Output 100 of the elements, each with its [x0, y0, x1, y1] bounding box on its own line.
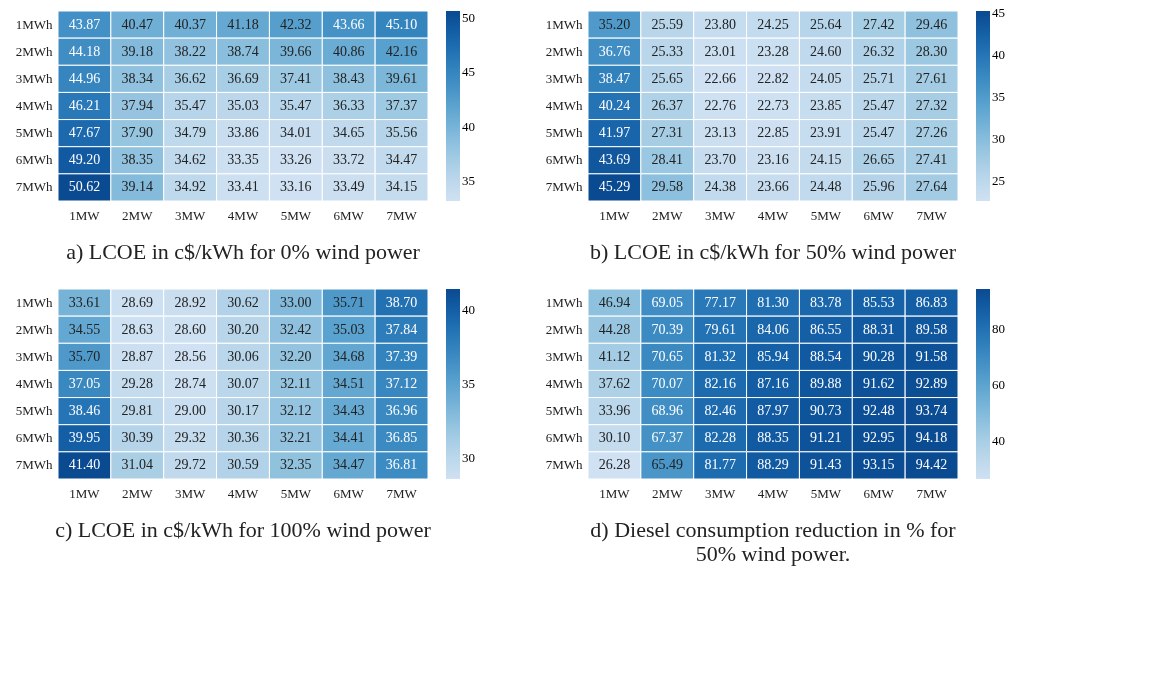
data-label: 44.96 [68, 70, 101, 86]
data-label: 32.42 [280, 321, 312, 337]
data-label: 25.65 [651, 70, 684, 86]
data-label: 32.35 [280, 457, 312, 473]
y-tick-label: 4MWh [545, 98, 583, 113]
y-tick-label: 1MWh [15, 16, 53, 32]
data-label: 91.21 [810, 430, 842, 446]
data-label: 25.64 [810, 16, 842, 32]
data-label: 92.48 [862, 403, 895, 419]
data-label: 40.86 [332, 43, 365, 59]
data-label: 39.66 [280, 43, 312, 59]
y-tick-label: 4MWh [15, 98, 53, 113]
data-label: 33.35 [227, 152, 259, 168]
x-tick-label: 3MW [704, 207, 737, 223]
data-label: 27.31 [651, 125, 684, 141]
data-label: 39.61 [385, 70, 418, 86]
data-label: 41.18 [227, 16, 259, 32]
data-label: 34.47 [332, 457, 365, 473]
data-label: 27.41 [915, 152, 948, 168]
data-label: 88.54 [810, 348, 842, 364]
y-tick-label: 5MWh [545, 403, 583, 419]
data-label: 22.85 [757, 125, 789, 141]
data-label: 92.95 [862, 430, 895, 446]
data-label: 36.69 [227, 70, 259, 86]
color-bar-label: 30 [462, 449, 475, 465]
data-label: 34.51 [332, 376, 365, 391]
data-label: 22.73 [757, 98, 789, 113]
y-tick-label: 1MWh [545, 294, 583, 310]
x-tick-label: 5MW [280, 207, 312, 223]
data-label: 41.12 [598, 348, 631, 364]
data-label: 85.53 [862, 294, 895, 310]
data-label: 29.46 [915, 16, 948, 32]
data-label: 24.48 [810, 179, 842, 195]
data-label: 42.16 [385, 43, 418, 59]
data-label: 82.46 [704, 403, 736, 419]
data-label: 36.81 [385, 457, 418, 473]
y-tick-label: 3MWh [545, 348, 583, 364]
data-label: 45.29 [598, 179, 631, 195]
y-tick-label: 4MWh [545, 376, 583, 391]
data-label: 50.62 [68, 179, 101, 195]
data-label: 81.30 [757, 294, 789, 310]
data-label: 22.76 [704, 98, 736, 113]
y-tick-label: 6MWh [15, 430, 53, 446]
data-label: 37.90 [121, 125, 154, 141]
data-label: 26.28 [598, 457, 631, 473]
data-label: 38.70 [385, 294, 418, 310]
data-label: 30.10 [598, 430, 631, 446]
data-label: 34.65 [332, 125, 365, 141]
y-tick-label: 2MWh [545, 43, 583, 59]
data-label: 40.47 [121, 16, 154, 32]
data-label: 39.18 [121, 43, 154, 59]
data-label: 40.24 [598, 98, 631, 113]
data-label: 22.82 [757, 70, 789, 86]
color-bar-label: 45 [462, 64, 475, 80]
data-label: 79.61 [704, 321, 736, 337]
data-label: 41.97 [598, 125, 631, 141]
data-label: 81.32 [704, 348, 736, 364]
data-label: 35.47 [280, 98, 312, 113]
data-label: 23.91 [810, 125, 842, 141]
data-label: 33.26 [280, 152, 312, 168]
data-label: 85.94 [757, 348, 789, 364]
y-tick-label: 7MWh [15, 179, 53, 195]
y-tick-label: 7MWh [545, 457, 583, 473]
y-tick-label: 2MWh [15, 43, 53, 59]
x-tick-label: 4MW [227, 485, 259, 501]
y-tick-label: 6MWh [15, 152, 53, 168]
data-label: 23.85 [810, 98, 842, 113]
data-label: 67.37 [651, 430, 684, 446]
data-label: 43.87 [68, 16, 101, 32]
data-label: 84.06 [757, 321, 789, 337]
data-label: 35.56 [385, 125, 418, 141]
data-label: 69.05 [651, 294, 684, 310]
x-tick-label: 1MW [599, 207, 631, 223]
x-tick-label: 6MW [333, 485, 365, 501]
data-label: 26.65 [862, 152, 895, 168]
data-label: 34.92 [174, 179, 206, 195]
data-label: 37.05 [68, 376, 101, 391]
data-label: 23.16 [757, 152, 789, 168]
color-bar-label: 60 [992, 376, 1005, 392]
data-label: 70.65 [651, 348, 684, 364]
x-tick-label: 4MW [757, 207, 789, 223]
color-bar-label: 40 [992, 47, 1005, 63]
data-label: 34.41 [332, 430, 365, 446]
data-label: 47.67 [68, 125, 101, 141]
data-label: 34.47 [385, 152, 418, 168]
color-bar-label: 40 [462, 118, 475, 134]
x-tick-label: 1MW [69, 485, 101, 501]
data-label: 81.77 [704, 457, 736, 473]
data-label: 36.76 [598, 43, 631, 59]
data-label: 23.70 [704, 152, 736, 168]
x-tick-label: 5MW [810, 207, 842, 223]
data-label: 29.81 [121, 403, 154, 419]
data-label: 28.74 [174, 376, 206, 391]
data-label: 88.29 [757, 457, 789, 473]
data-label: 35.20 [598, 16, 631, 32]
data-label: 30.59 [227, 457, 259, 473]
color-bar-label: 40 [462, 301, 475, 317]
data-label: 46.21 [68, 98, 101, 113]
data-label: 38.46 [68, 403, 101, 419]
data-label: 23.01 [704, 43, 736, 59]
